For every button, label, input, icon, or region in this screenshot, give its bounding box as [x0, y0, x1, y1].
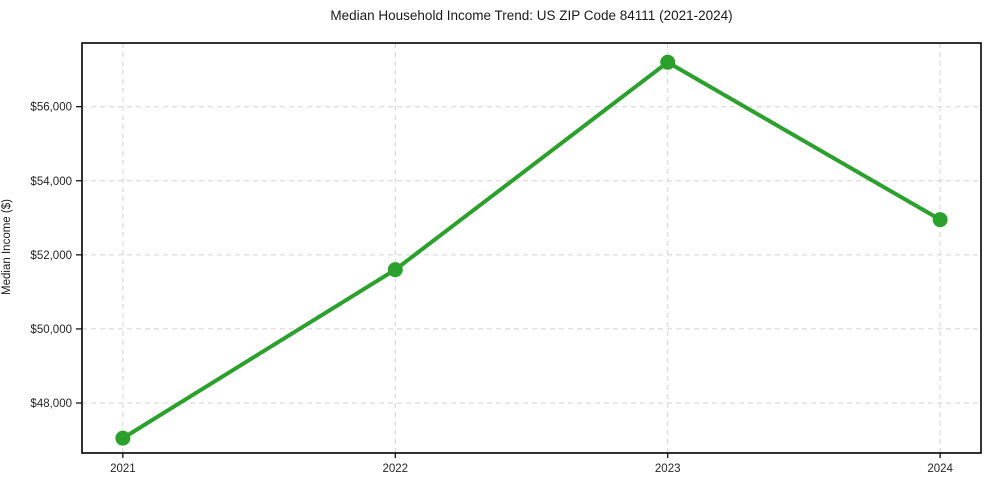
x-tick-label: 2021 — [110, 463, 136, 475]
chart-title: Median Household Income Trend: US ZIP Co… — [330, 8, 733, 23]
x-tick-label: 2022 — [382, 463, 408, 475]
y-tick-label: $50,000 — [30, 324, 72, 336]
y-tick-label: $56,000 — [30, 102, 72, 114]
data-point — [115, 430, 131, 446]
data-point — [660, 54, 676, 70]
data-point — [932, 212, 948, 228]
x-tick-label: 2023 — [655, 463, 681, 475]
y-tick-label: $52,000 — [30, 250, 72, 262]
y-tick-label: $54,000 — [30, 176, 72, 188]
trend-line — [120, 60, 943, 441]
data-point — [387, 262, 403, 278]
y-tick-label: $48,000 — [30, 398, 72, 410]
x-tick-label: 2024 — [927, 463, 953, 475]
plot-border — [81, 42, 982, 454]
